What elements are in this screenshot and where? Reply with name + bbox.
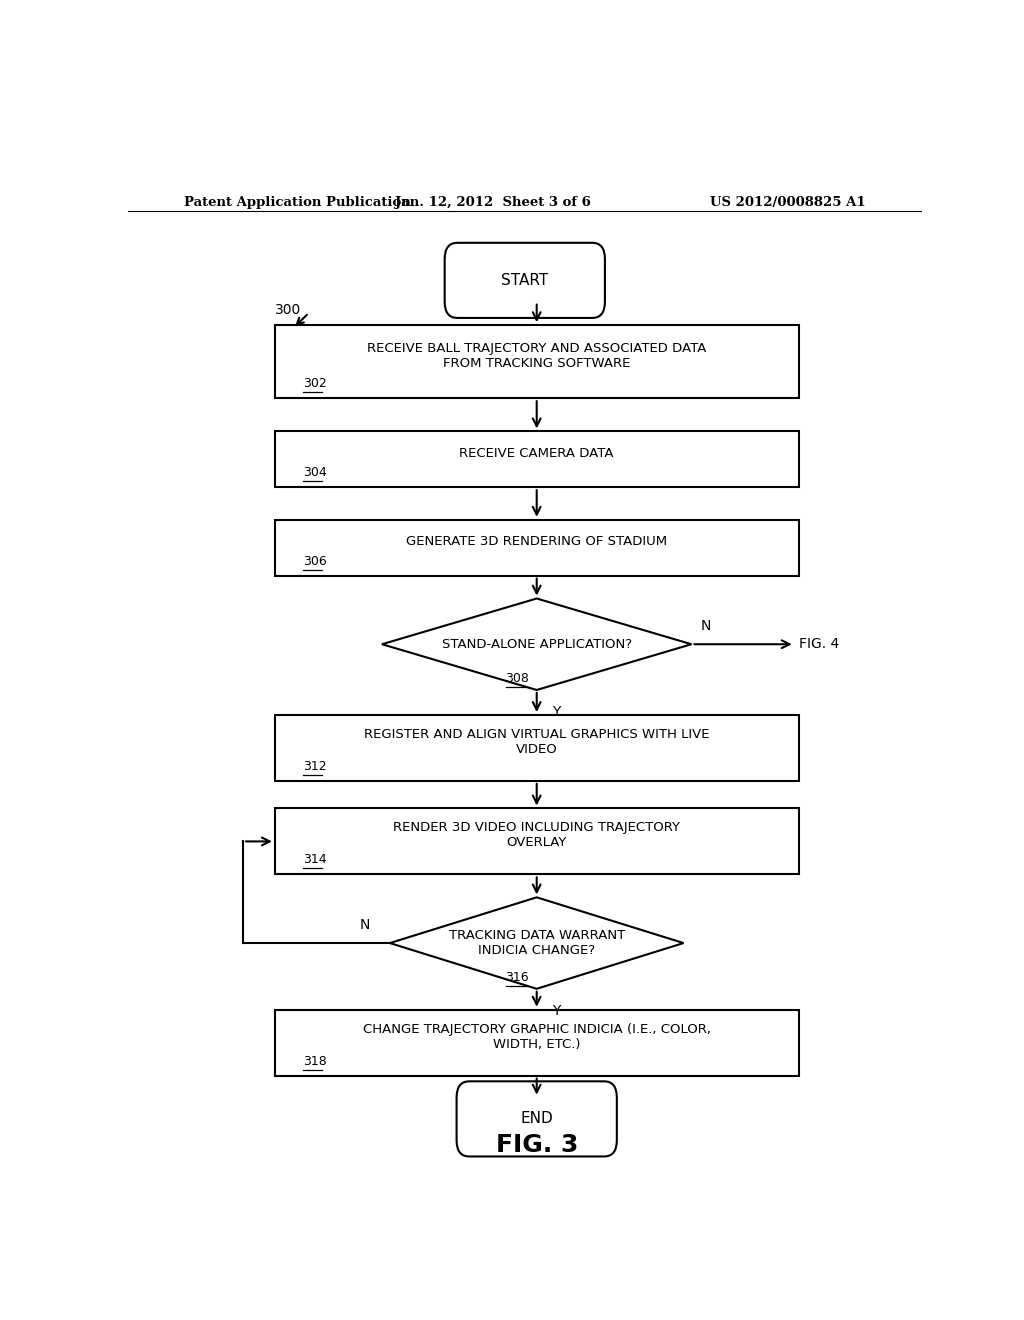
Text: N: N	[701, 619, 712, 634]
Text: FIG. 3: FIG. 3	[496, 1133, 578, 1156]
Bar	[274, 520, 799, 576]
Bar	[274, 1010, 799, 1076]
FancyBboxPatch shape	[457, 1081, 616, 1156]
Text: END: END	[520, 1111, 553, 1126]
Text: 300: 300	[274, 302, 301, 317]
Text: Y: Y	[552, 1005, 561, 1018]
Text: START: START	[501, 273, 549, 288]
Text: RENDER 3D VIDEO INCLUDING TRAJECTORY
OVERLAY: RENDER 3D VIDEO INCLUDING TRAJECTORY OVE…	[393, 821, 680, 849]
Bar	[274, 715, 799, 781]
Text: Jan. 12, 2012  Sheet 3 of 6: Jan. 12, 2012 Sheet 3 of 6	[395, 195, 591, 209]
Text: N: N	[359, 917, 370, 932]
Text: 306: 306	[303, 554, 327, 568]
Text: REGISTER AND ALIGN VIRTUAL GRAPHICS WITH LIVE
VIDEO: REGISTER AND ALIGN VIRTUAL GRAPHICS WITH…	[364, 727, 710, 756]
Bar	[274, 325, 799, 399]
Text: Y: Y	[552, 705, 561, 719]
Polygon shape	[382, 598, 691, 690]
Text: 316: 316	[505, 970, 528, 983]
Text: RECEIVE CAMERA DATA: RECEIVE CAMERA DATA	[460, 446, 614, 459]
Text: STAND-ALONE APPLICATION?: STAND-ALONE APPLICATION?	[441, 638, 632, 651]
Text: FIG. 4: FIG. 4	[799, 638, 839, 651]
Text: 304: 304	[303, 466, 327, 479]
Text: Patent Application Publication: Patent Application Publication	[183, 195, 411, 209]
Bar	[274, 808, 799, 874]
Text: CHANGE TRAJECTORY GRAPHIC INDICIA (I.E., COLOR,
WIDTH, ETC.): CHANGE TRAJECTORY GRAPHIC INDICIA (I.E.,…	[362, 1023, 711, 1051]
Polygon shape	[390, 898, 684, 989]
Text: 312: 312	[303, 760, 327, 772]
Text: 302: 302	[303, 378, 327, 391]
Text: US 2012/0008825 A1: US 2012/0008825 A1	[711, 195, 866, 209]
Text: RECEIVE BALL TRAJECTORY AND ASSOCIATED DATA
FROM TRACKING SOFTWARE: RECEIVE BALL TRAJECTORY AND ASSOCIATED D…	[367, 342, 707, 370]
Text: 314: 314	[303, 853, 327, 866]
Bar	[274, 432, 799, 487]
FancyBboxPatch shape	[444, 243, 605, 318]
Text: 308: 308	[505, 672, 528, 685]
Text: GENERATE 3D RENDERING OF STADIUM: GENERATE 3D RENDERING OF STADIUM	[407, 535, 668, 548]
Text: TRACKING DATA WARRANT
INDICIA CHANGE?: TRACKING DATA WARRANT INDICIA CHANGE?	[449, 929, 625, 957]
Text: 318: 318	[303, 1055, 327, 1068]
